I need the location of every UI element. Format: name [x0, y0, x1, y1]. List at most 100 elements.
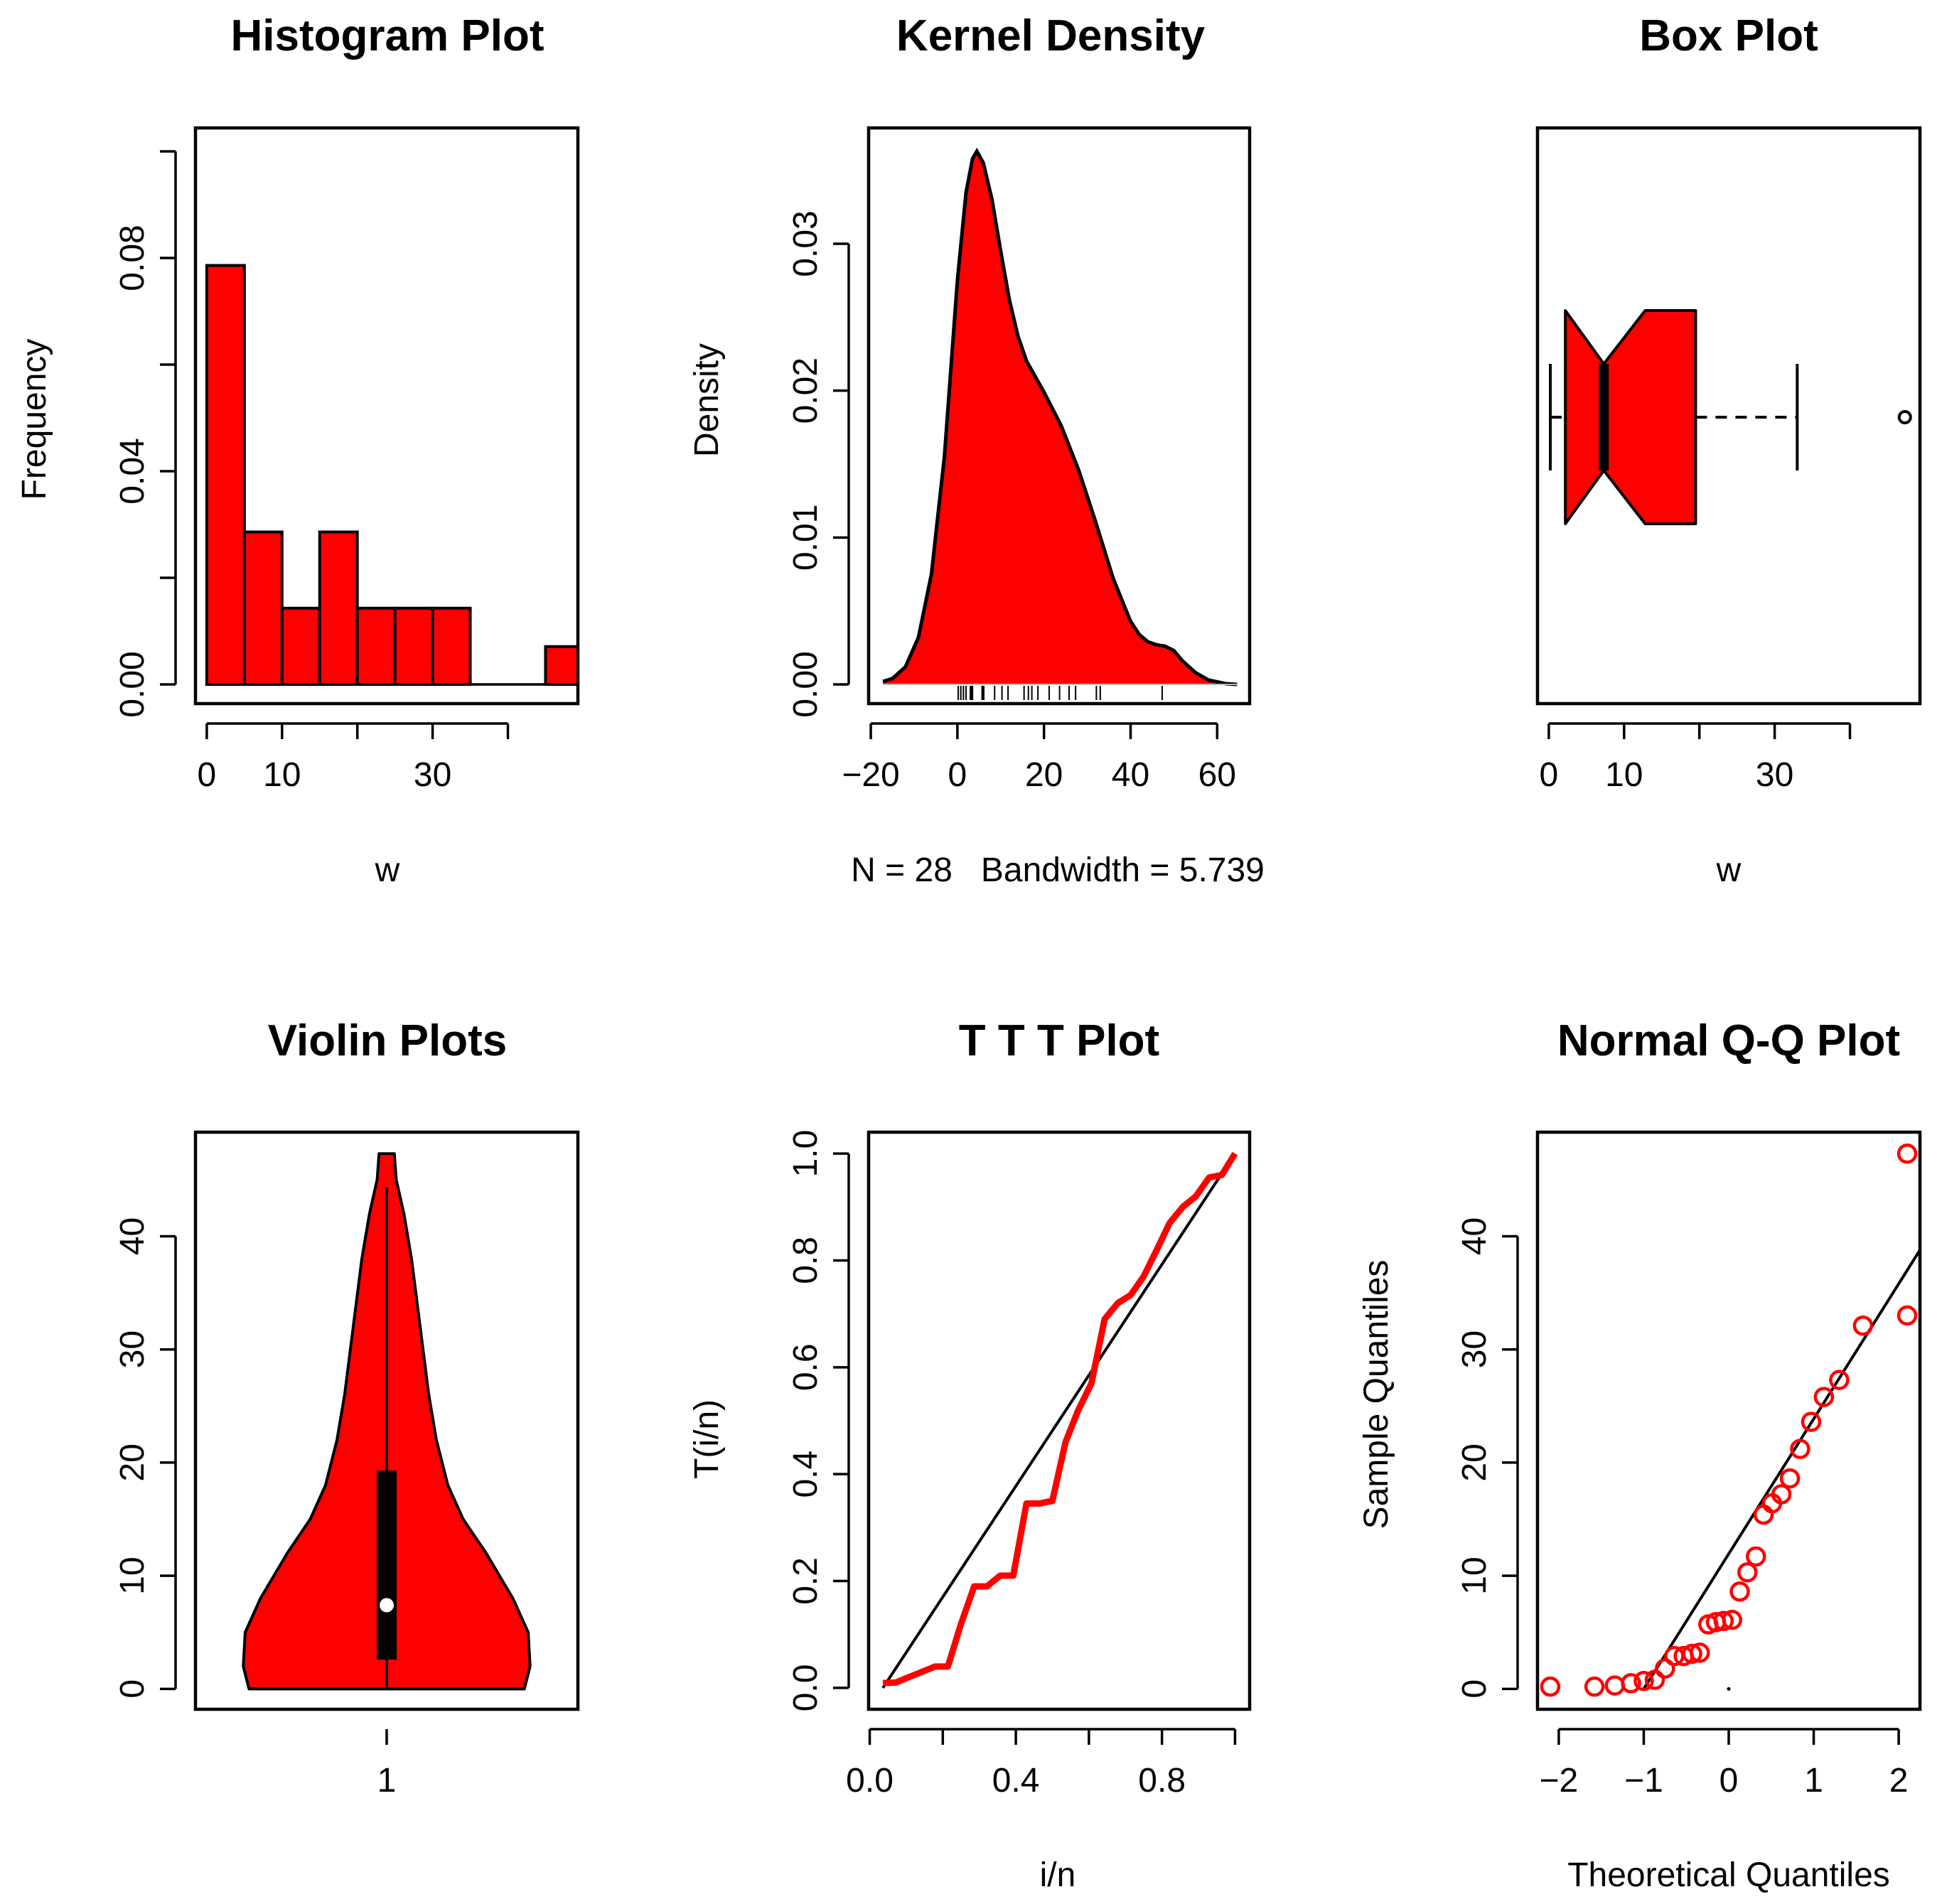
- histogram-bar: [355, 606, 397, 686]
- violin-median: [380, 1598, 394, 1613]
- ttt-x-tick-label: 0.8: [1138, 1762, 1186, 1800]
- ttt-reference-line: [881, 1152, 1237, 1689]
- kde-area: [883, 151, 1238, 685]
- qq-point: [1779, 1468, 1801, 1489]
- qq-ylabel: Sample Quantiles: [1358, 1260, 1395, 1529]
- qq-point: [1540, 1676, 1561, 1697]
- qq-point: [1621, 1673, 1641, 1694]
- histogram-bar: [544, 645, 580, 686]
- ttt-y-tick-label: 1.0: [787, 1130, 825, 1178]
- violin-x-tick-label: 1: [377, 1762, 397, 1800]
- violin-y-tick-label: 20: [114, 1443, 151, 1481]
- qq-point: [1682, 1643, 1702, 1664]
- histogram-ylabel: Frequency: [16, 339, 53, 500]
- histogram-bar: [393, 606, 434, 686]
- ttt-x-tick-label: 0.4: [992, 1762, 1040, 1800]
- violin-y-tick-label: 0: [114, 1679, 151, 1699]
- histogram-bar: [431, 606, 472, 686]
- qq-point: [1584, 1676, 1605, 1697]
- kde-ylabel: Density: [688, 343, 726, 457]
- qq-y-tick-label: 0: [1456, 1679, 1493, 1699]
- histogram-bar: [280, 606, 321, 686]
- kde-x-tick-label: 40: [1112, 756, 1149, 794]
- violin-y-tick-label: 10: [114, 1556, 151, 1594]
- kde-x-tick-label: −20: [842, 756, 899, 794]
- qq-origin-dot: [1727, 1687, 1731, 1691]
- qq-point: [1746, 1546, 1766, 1567]
- histogram-x-tick-label: 10: [263, 756, 301, 794]
- qq-point: [1655, 1658, 1675, 1679]
- kde-y-tick-label: 0.03: [787, 210, 825, 276]
- qq-point: [1713, 1610, 1734, 1632]
- qq-title: Normal Q-Q Plot: [1557, 1016, 1900, 1065]
- qq-y-tick-label: 10: [1456, 1556, 1493, 1594]
- histogram-frame: [193, 126, 580, 706]
- qq-x-tick-label: 2: [1889, 1762, 1909, 1800]
- histogram-y-tick-label: 0.00: [114, 651, 151, 717]
- violin-y-tick-label: 30: [114, 1330, 151, 1368]
- qq-xlabel: Theoretical Quantiles: [1567, 1856, 1890, 1894]
- qq-point: [1604, 1675, 1626, 1696]
- qq-point: [1737, 1562, 1758, 1583]
- histogram-x-tick-label: 0: [198, 756, 217, 794]
- violin-title: Violin Plots: [268, 1016, 507, 1065]
- ttt-title: T T T Plot: [959, 1016, 1159, 1065]
- boxplot-outlier: [1897, 410, 1912, 424]
- histogram-xlabel: w: [375, 851, 400, 889]
- ttt-panel: 0.0 0.4 0.8 0.0 0.2 0.4 0.6 0.8 1.0: [787, 1130, 1252, 1800]
- boxplot-title: Box Plot: [1639, 11, 1818, 60]
- qq-point: [1801, 1411, 1822, 1432]
- ttt-ylabel: T(i/n): [688, 1399, 726, 1479]
- ttt-y-tick-label: 0.0: [787, 1664, 825, 1712]
- qq-point: [1771, 1484, 1792, 1505]
- ttt-y-tick-label: 0.8: [787, 1237, 825, 1284]
- kde-panel: −20 0 20 40 60 0.00 0.01 0.02 0.03: [787, 126, 1252, 794]
- boxplot-panel: 0 10 30: [1535, 126, 1922, 794]
- boxplot-x-tick-label: 0: [1540, 756, 1559, 794]
- qq-x-tick-label: −2: [1540, 1762, 1579, 1800]
- violin-frame: [193, 1130, 580, 1711]
- ttt-frame: [866, 1130, 1252, 1711]
- kde-y-tick-label: 0.01: [787, 505, 825, 571]
- qq-point: [1813, 1387, 1835, 1407]
- kde-x-tick-label: 60: [1198, 756, 1236, 794]
- qq-x-tick-label: −1: [1624, 1762, 1663, 1800]
- violin-y-tick-label: 40: [114, 1217, 151, 1255]
- violin-iqr-box: [377, 1470, 397, 1660]
- histogram-title: Histogram Plot: [231, 11, 544, 60]
- histogram-y-tick-label: 0.08: [114, 225, 151, 291]
- qq-point: [1729, 1581, 1750, 1602]
- histogram-bar: [242, 530, 284, 686]
- kde-y-tick-label: 0.00: [787, 651, 825, 717]
- qq-y-tick-label: 30: [1456, 1330, 1493, 1368]
- boxplot-box: [1564, 309, 1697, 525]
- qq-y-tick-label: 20: [1456, 1443, 1493, 1481]
- qq-point: [1896, 1305, 1918, 1326]
- qq-point: [1633, 1670, 1654, 1691]
- boxplot-x-tick-label: 10: [1605, 756, 1643, 794]
- qq-frame: [1535, 1130, 1922, 1711]
- histogram-bar: [318, 530, 359, 686]
- qq-point: [1896, 1144, 1918, 1164]
- ttt-y-tick-label: 0.6: [787, 1343, 825, 1391]
- histogram-bar: [205, 264, 246, 686]
- qq-reference-line: [1642, 1247, 1920, 1690]
- kde-frame: [866, 126, 1252, 706]
- boxplot-xlabel: w: [1716, 851, 1742, 889]
- ttt-y-tick-label: 0.2: [787, 1557, 825, 1605]
- boxplot-x-tick-label: 30: [1756, 756, 1793, 794]
- ttt-xlabel: i/n: [1040, 1856, 1076, 1894]
- qq-point: [1852, 1316, 1874, 1336]
- qq-point: [1829, 1370, 1850, 1390]
- ttt-curve: [882, 1151, 1238, 1687]
- ttt-y-tick-label: 0.4: [787, 1451, 825, 1498]
- boxplot-frame: [1535, 126, 1922, 706]
- kde-y-tick-label: 0.02: [787, 357, 825, 424]
- kde-title: Kernel Density: [896, 11, 1206, 60]
- qq-point: [1790, 1438, 1810, 1460]
- qq-point: [1644, 1669, 1665, 1690]
- qq-y-tick-label: 40: [1456, 1217, 1493, 1255]
